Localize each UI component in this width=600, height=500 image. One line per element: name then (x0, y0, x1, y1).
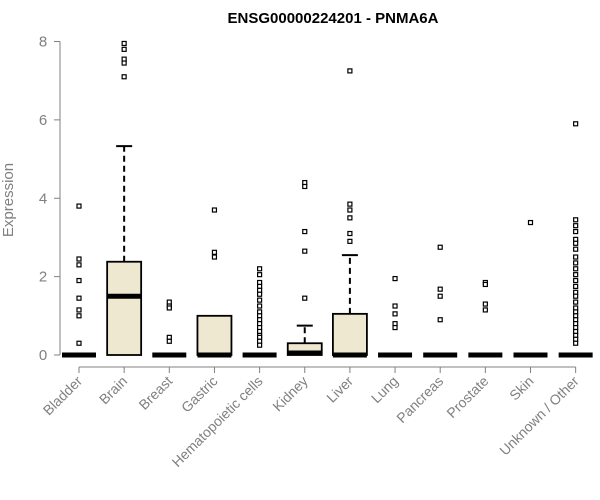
outlier-point (347, 201, 353, 207)
outlier-point (573, 240, 579, 246)
box-group (286, 179, 323, 356)
outlier-point (573, 246, 579, 252)
outlier-point (482, 281, 488, 288)
outlier-point (392, 324, 398, 331)
outlier-point (347, 68, 353, 74)
outlier-point (573, 217, 579, 223)
outlier-point (302, 248, 308, 254)
outlier-point (392, 311, 398, 317)
outlier-point (573, 266, 579, 272)
outlier-point (573, 299, 579, 305)
outlier-point (573, 228, 579, 235)
outlier-point (573, 293, 579, 299)
x-tick-label: Bladder (40, 373, 86, 419)
outlier-point (211, 254, 218, 260)
outlier-point (257, 272, 263, 278)
x-tick-label: Gastric (178, 373, 221, 416)
box-group (378, 275, 413, 358)
outlier-point (211, 207, 218, 213)
outlier-point (76, 340, 82, 346)
x-tick-label: Brain (96, 373, 130, 407)
outlier-point (257, 266, 263, 272)
box-group (152, 299, 187, 358)
x-tick-label: Kidney (269, 373, 311, 415)
box-group (513, 219, 548, 358)
outlier-point (76, 203, 82, 209)
outlier-point (573, 283, 579, 290)
box-group (196, 207, 233, 358)
y-tick-label: 4 (39, 190, 47, 207)
y-tick-label: 6 (39, 112, 47, 129)
outlier-point (347, 238, 353, 244)
outlier-point (257, 342, 263, 348)
box-iqr (196, 314, 233, 356)
outlier-point (392, 303, 398, 309)
box-iqr (331, 312, 368, 356)
outlier-point (573, 254, 579, 260)
outlier-point (573, 260, 579, 266)
outlier-point (347, 207, 353, 213)
outlier-point (166, 305, 172, 311)
outlier-point (573, 272, 579, 278)
y-tick-label: 2 (39, 269, 47, 286)
outlier-point (573, 277, 579, 284)
outlier-point (437, 317, 443, 323)
box-series (62, 40, 593, 358)
chart-title: ENSG00000224201 - PNMA6A (228, 10, 439, 27)
outlier-point (347, 230, 353, 237)
y-axis: 0 2 4 6 8 (39, 34, 61, 364)
box-group (468, 279, 503, 358)
outlier-point (211, 249, 218, 255)
box-group (558, 121, 593, 358)
x-tick-label: Lung (368, 373, 401, 406)
outlier-point (257, 303, 263, 309)
outlier-point (482, 301, 488, 307)
outlier-point (302, 295, 308, 301)
box-group (106, 40, 143, 356)
outlier-point (437, 244, 443, 250)
box-group (242, 266, 277, 358)
box-group (331, 68, 368, 358)
x-tick-label: Breast (135, 373, 175, 413)
y-axis-label: Expression (0, 163, 17, 237)
outlier-point (257, 297, 263, 303)
outlier-point (76, 262, 82, 268)
outlier-point (482, 307, 488, 313)
outlier-point (76, 313, 82, 319)
outlier-point (573, 121, 579, 127)
box-group (62, 203, 96, 358)
outlier-point (573, 340, 579, 346)
outlier-point (527, 219, 534, 226)
outlier-point (121, 74, 127, 80)
x-tick-label: Pancreas (393, 373, 446, 426)
outlier-point (121, 60, 127, 66)
outlier-point (76, 295, 82, 301)
outlier-point (76, 277, 82, 284)
outlier-point (76, 256, 82, 262)
outlier-point (166, 338, 172, 344)
outlier-point (76, 307, 82, 313)
outlier-point (392, 275, 398, 282)
outlier-point (302, 183, 308, 190)
outlier-point (347, 215, 353, 221)
outlier-point (257, 291, 263, 297)
outlier-point (437, 286, 443, 292)
outlier-point (573, 223, 579, 229)
x-tick-label: Skin (506, 373, 537, 404)
x-tick-label: Prostate (443, 373, 491, 421)
outlier-point (302, 228, 308, 235)
box-group (423, 244, 458, 358)
outlier-point (121, 40, 127, 47)
outlier-point (437, 293, 443, 299)
box-iqr (106, 260, 143, 356)
x-tick-label: Liver (323, 373, 356, 406)
y-tick-label: 8 (39, 34, 47, 51)
y-tick-label: 0 (39, 347, 47, 364)
x-tick-label: Unknown / Other (496, 373, 582, 459)
outlier-point (121, 46, 127, 52)
